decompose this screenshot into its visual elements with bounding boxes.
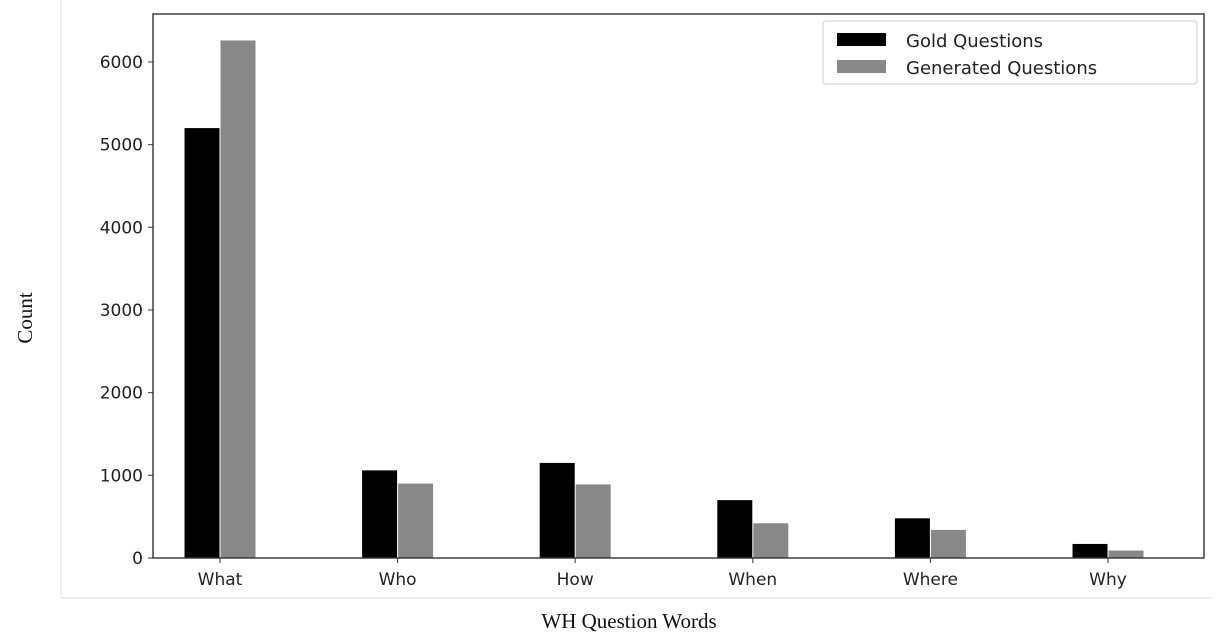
legend-label-gold: Gold Questions [906,31,1043,52]
bar-generated-when [753,523,789,558]
y-tick-label-2000: 2000 [100,384,143,404]
bar-generated-what [220,40,256,558]
y-tick-label-3000: 3000 [100,301,143,321]
y-axis: 0 1000 2000 3000 4000 5000 6000 [100,53,153,569]
bar-gold-when [717,500,753,558]
bars-layer [184,40,1144,558]
x-tick-label-what: What [198,570,243,590]
x-tick-label-why: Why [1089,570,1127,590]
bar-generated-who [398,483,434,558]
x-tick-label-who: Who [379,570,417,590]
x-tick-label-how: How [557,570,594,590]
bar-gold-where [894,518,930,558]
plot-frame [152,13,1205,559]
bar-generated-why [1108,550,1144,558]
x-axis: What Who How When Where Why [198,558,1127,590]
bar-generated-where [930,529,966,558]
y-tick-label-5000: 5000 [100,136,143,156]
legend-swatch-gold [837,33,886,46]
x-tick-label-where: Where [903,570,958,590]
legend: Gold Questions Generated Questions [822,20,1198,85]
bar-gold-why [1072,543,1108,558]
legend-label-generated: Generated Questions [906,58,1097,79]
x-axis-title: WH Question Words [541,609,716,633]
bar-gold-what [184,128,220,558]
y-tick-label-6000: 6000 [100,53,143,73]
y-tick-label-0: 0 [132,549,143,569]
legend-swatch-generated [837,60,886,73]
y-axis-title: Count [13,292,37,344]
bar-generated-how [575,484,611,558]
x-tick-label-when: When [728,570,777,590]
bar-gold-how [539,462,575,558]
legend-box [822,20,1198,85]
y-tick-label-4000: 4000 [100,218,143,238]
bar-gold-who [362,470,398,558]
y-tick-label-1000: 1000 [100,466,143,486]
